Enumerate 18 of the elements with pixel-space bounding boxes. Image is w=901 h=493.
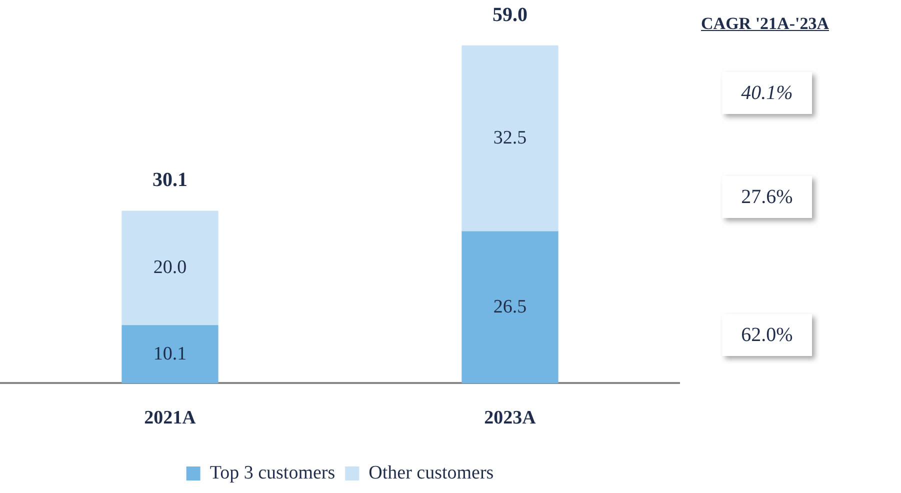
total-label: 59.0: [492, 4, 528, 26]
legend-label: Top 3 customers: [210, 462, 336, 484]
text: CAGR '21A-'23A: [700, 14, 830, 34]
data-label: 20.0: [153, 257, 187, 278]
bar: [122, 210, 218, 326]
x-tick-label: 2021A: [144, 408, 196, 429]
text: 62.0%: [722, 314, 812, 356]
bar: [462, 45, 558, 232]
x-tick-label: 2023A: [484, 408, 536, 429]
text: 40.1%: [722, 72, 812, 114]
bar: [122, 325, 218, 384]
data-label: 26.5: [493, 296, 527, 318]
bar: [462, 231, 558, 384]
text: 27.6%: [722, 176, 812, 218]
data-label: 10.1: [153, 343, 187, 364]
legend-label: Other customers: [368, 462, 494, 484]
total-label: 30.1: [152, 169, 188, 192]
data-label: 32.5: [493, 128, 527, 149]
